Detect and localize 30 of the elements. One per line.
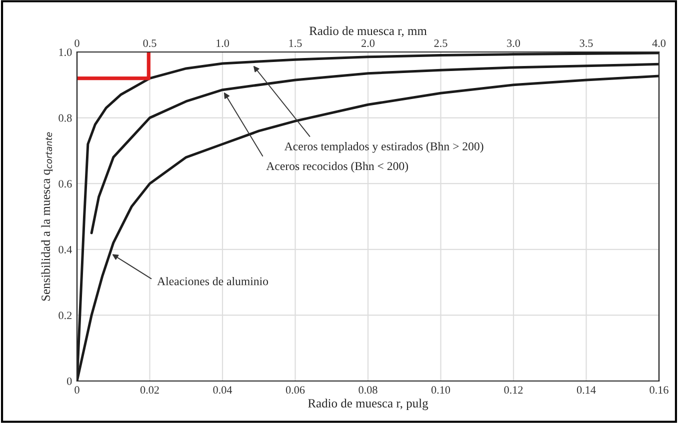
x-tick-label: 0.08 <box>358 386 378 394</box>
x-tick-label: 0.02 <box>140 386 159 394</box>
x2-tick-label: 4.0 <box>652 39 666 48</box>
x2-tick-label: 1.0 <box>216 39 230 48</box>
x-tick-label: 0.16 <box>650 386 668 394</box>
x2-tick-label: 0 <box>74 39 80 47</box>
x-tick-label: 0.10 <box>431 386 450 394</box>
x2-tick-label: 1.5 <box>289 40 302 48</box>
y-axis-title: Sensibilidad a la muesca q$_{cortante}$ <box>41 132 53 301</box>
annotation: Aleaciones de aluminio <box>157 276 268 286</box>
x2-tick-label: 2.0 <box>362 39 375 48</box>
x2-axis-title: Radio de muesca r, mm <box>309 26 427 37</box>
x2-tick-label: 0.5 <box>143 39 156 48</box>
y-tick-label: 0.4 <box>58 246 72 254</box>
x2-tick-label: 3.0 <box>507 39 520 48</box>
x-axis-title: Radio de muesca r, pulg <box>308 398 428 410</box>
x2-tick-label: 3.5 <box>580 40 593 48</box>
x-tick-label: 0.12 <box>504 386 523 394</box>
y-tick-label: 0.8 <box>58 114 72 122</box>
annotation: Aceros recocidos (Bhn < 200) <box>266 162 408 173</box>
annotation: Aceros templados y estirados (Bhn > 200) <box>284 142 484 153</box>
x-tick-label: 0.14 <box>576 386 596 394</box>
x-tick-label: 0.06 <box>286 386 305 394</box>
y-tick-label: 1.0 <box>59 48 72 56</box>
x-tick-label: 0 <box>74 386 80 394</box>
y-tick-label: 0 <box>67 377 72 385</box>
y-tick-label: 0.2 <box>58 312 72 320</box>
x2-tick-label: 2.5 <box>434 40 448 48</box>
x-tick-label: 0.04 <box>213 386 232 394</box>
y-tick-label: 0.6 <box>58 180 72 188</box>
